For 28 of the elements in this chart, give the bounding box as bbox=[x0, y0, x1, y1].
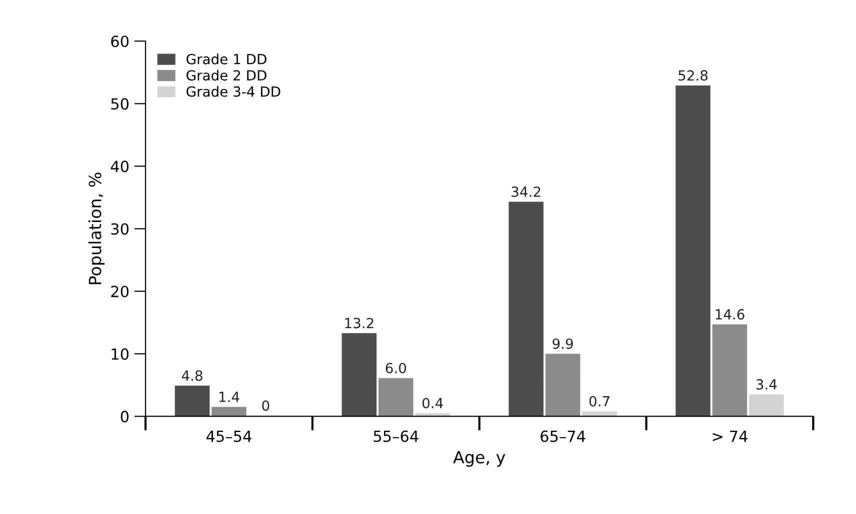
data-label: 0.4 bbox=[422, 398, 443, 408]
data-label: 52.8 bbox=[678, 70, 708, 81]
data-label: 0.7 bbox=[589, 396, 610, 406]
x-axis-title: Age, y bbox=[453, 451, 506, 467]
y-tick-label: 0 bbox=[120, 410, 129, 422]
data-label: 34.2 bbox=[512, 186, 540, 197]
data-label: 13.2 bbox=[345, 318, 374, 328]
legend-label: Grade 2 DD bbox=[186, 70, 266, 81]
y-tick-label: 20 bbox=[111, 286, 129, 298]
data-label: 14.6 bbox=[716, 309, 744, 320]
y-tick-label: 50 bbox=[111, 98, 129, 110]
x-tick-label: 65–74 bbox=[540, 430, 586, 442]
legend-label: Grade 3-4 DD bbox=[186, 86, 280, 97]
data-label: 6.0 bbox=[386, 362, 406, 374]
y-axis-title: Population, % bbox=[88, 172, 105, 284]
x-tick-label: > 74 bbox=[712, 430, 748, 442]
y-tick-label: 30 bbox=[111, 223, 129, 235]
y-tick-label: 10 bbox=[112, 348, 129, 360]
data-label: 1.4 bbox=[219, 392, 240, 402]
data-label: 4.8 bbox=[182, 370, 202, 381]
x-tick-label: 55–64 bbox=[374, 430, 418, 442]
data-label: 0 bbox=[262, 400, 270, 411]
y-tick-label: 40 bbox=[110, 160, 129, 172]
legend-label: Grade 1 DD bbox=[186, 54, 266, 64]
x-tick-label: 45–54 bbox=[206, 430, 252, 442]
data-label: 3.4 bbox=[756, 379, 777, 390]
y-tick-label: 60 bbox=[111, 36, 129, 48]
data-label: 9.9 bbox=[552, 338, 573, 349]
